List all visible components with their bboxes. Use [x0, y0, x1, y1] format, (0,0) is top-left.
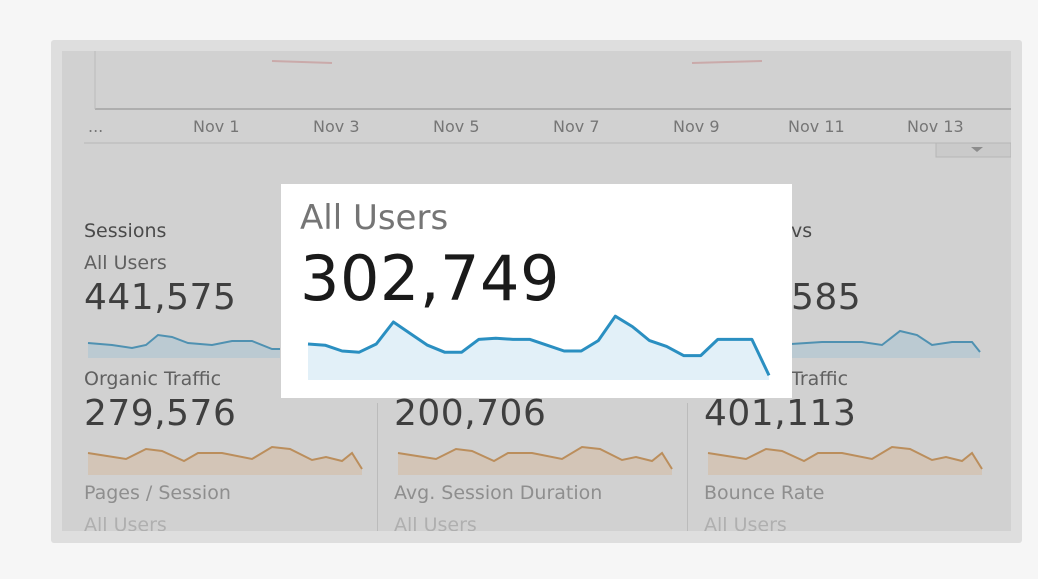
pageviews-value: 585	[791, 277, 862, 318]
popup-title: All Users	[300, 198, 449, 238]
sessions-value: 441,575	[84, 277, 237, 318]
column-divider	[377, 403, 378, 531]
col3-value: 401,113	[704, 393, 857, 434]
timeline-tick: Nov 9	[673, 117, 720, 136]
avg-duration-segment: All Users	[394, 514, 477, 531]
popup-sparkline-area	[308, 316, 769, 380]
sessions-title[interactable]: Sessions	[84, 220, 167, 242]
avg-duration-title[interactable]: Avg. Session Duration	[394, 482, 603, 504]
metric-zoom-card: All Users 302,749	[281, 184, 792, 398]
col2-value: 200,706	[394, 393, 547, 434]
sessions-segment: All Users	[84, 252, 167, 274]
pages-session-title[interactable]: Pages / Session	[84, 482, 231, 504]
bounce-rate-segment: All Users	[704, 514, 787, 531]
col3-sparkline	[707, 445, 983, 470]
organic-segment: Organic Traffic	[84, 368, 222, 390]
timeline-tick: Nov 5	[433, 117, 480, 136]
column-divider	[687, 403, 688, 531]
timeline-tick: Nov 13	[907, 117, 964, 136]
pageviews-title[interactable]: vs	[791, 220, 813, 242]
popup-sparkline-line	[307, 314, 771, 377]
popup-value: 302,749	[300, 242, 560, 315]
col2-sparkline	[397, 445, 673, 470]
timeline-tick: Nov 1	[193, 117, 240, 136]
popup-sparkline	[307, 314, 771, 380]
timeline-tick: Nov 7	[553, 117, 600, 136]
timeline-tick: Nov 11	[788, 117, 845, 136]
sessions-sparkline	[87, 333, 280, 350]
pages-session-segment: All Users	[84, 514, 167, 531]
col3-segment: Traffic	[791, 368, 849, 390]
chart-type-dropdown	[935, 142, 1011, 158]
organic-value: 279,576	[84, 393, 237, 434]
dashboard-background-graphics	[84, 51, 1011, 475]
organic-sparkline	[87, 445, 363, 470]
bounce-rate-title[interactable]: Bounce Rate	[704, 482, 825, 504]
timeline-tick: ...	[88, 117, 104, 136]
timeline-tick: Nov 3	[313, 117, 360, 136]
chevron-down-icon	[971, 147, 983, 152]
pageviews-sparkline	[790, 329, 981, 353]
